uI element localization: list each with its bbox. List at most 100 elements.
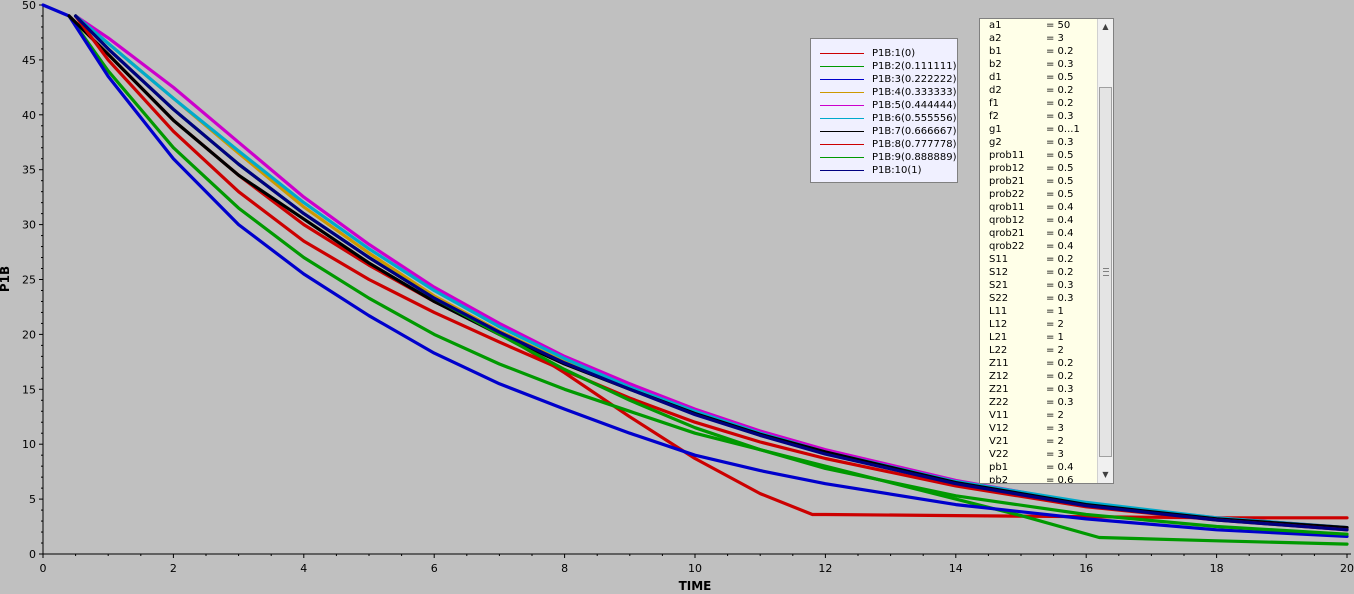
- parameter-row: S11 = 0.2: [980, 253, 1098, 266]
- parameter-name: prob11: [989, 150, 1025, 161]
- legend-label: P1B:4(0.333333): [872, 87, 957, 98]
- legend-label: P1B:1(0): [872, 48, 916, 59]
- parameter-name: a2: [989, 33, 1002, 44]
- parameter-name: Z12: [989, 371, 1009, 382]
- parameter-value: = 2: [1046, 436, 1064, 447]
- parameter-row: S12 = 0.2: [980, 266, 1098, 279]
- parameter-value: = 0.2: [1046, 358, 1074, 369]
- parameter-name: prob22: [989, 189, 1025, 200]
- parameter-name: pb1: [989, 462, 1009, 473]
- parameter-row: qrob22 = 0.4: [980, 240, 1098, 253]
- legend-entry: P1B:5(0.444444): [811, 99, 957, 112]
- parameter-value: = 0.3: [1046, 59, 1074, 70]
- parameter-value: = 0...1: [1046, 124, 1080, 135]
- series-line-6: [73, 14, 1349, 530]
- parameter-name: f1: [989, 98, 999, 109]
- parameter-value: = 0.3: [1046, 111, 1074, 122]
- series-line-3: [41, 3, 1349, 539]
- parameter-name: qrob11: [989, 202, 1025, 213]
- parameter-name: qrob21: [989, 228, 1025, 239]
- parameter-row: L22 = 2: [980, 344, 1098, 357]
- parameter-value: = 0.5: [1046, 176, 1074, 187]
- parameter-value: = 2: [1046, 319, 1064, 330]
- parameter-name: V11: [989, 410, 1009, 421]
- x-tick-label: 8: [561, 562, 568, 575]
- legend-swatch: [820, 157, 864, 158]
- series-line-4: [73, 14, 1349, 531]
- x-axis-title: TIME: [679, 579, 712, 593]
- parameter-name: qrob12: [989, 215, 1025, 226]
- legend-entry: P1B:9(0.888889): [811, 151, 957, 164]
- y-tick-label: 20: [22, 328, 36, 341]
- parameter-row: L12 = 2: [980, 318, 1098, 331]
- parameter-row: a2 = 3: [980, 32, 1098, 45]
- parameter-name: L12: [989, 319, 1008, 330]
- parameter-value: = 0.2: [1046, 371, 1074, 382]
- series-line-5: [73, 14, 1349, 530]
- parameter-row: Z12 = 0.2: [980, 370, 1098, 383]
- legend-label: P1B:8(0.777778): [872, 139, 957, 150]
- legend-entry: P1B:3(0.222222): [811, 73, 957, 86]
- series-line-8: [73, 14, 1349, 532]
- x-tick-label: 2: [170, 562, 177, 575]
- parameter-value: = 0.2: [1046, 98, 1074, 109]
- x-tick-label: 12: [818, 562, 832, 575]
- scroll-thumb[interactable]: [1099, 87, 1112, 457]
- parameter-name: L22: [989, 345, 1008, 356]
- parameter-name: S22: [989, 293, 1009, 304]
- parameter-row: b2 = 0.3: [980, 58, 1098, 71]
- parameter-row: b1 = 0.2: [980, 45, 1098, 58]
- y-axis-title: P1B: [0, 266, 12, 292]
- parameter-row: prob12 = 0.5: [980, 162, 1098, 175]
- parameter-scrollbar[interactable]: ▲ ▼: [1097, 19, 1113, 483]
- scroll-up-arrow-icon[interactable]: ▲: [1102, 22, 1109, 31]
- parameter-name: S12: [989, 267, 1009, 278]
- legend-entry: P1B:2(0.111111): [811, 60, 957, 73]
- parameter-name: V22: [989, 449, 1009, 460]
- parameter-row: prob11 = 0.5: [980, 149, 1098, 162]
- parameter-row: S22 = 0.3: [980, 292, 1098, 305]
- legend-swatch: [820, 144, 864, 145]
- parameter-value: = 0.5: [1046, 150, 1074, 161]
- y-tick-label: 15: [22, 383, 36, 396]
- parameter-name: prob12: [989, 163, 1025, 174]
- parameter-row: V12 = 3: [980, 422, 1098, 435]
- parameter-panel[interactable]: a1 = 50 a2 = 3 b1 = 0.2 b2 = 0.3 d1 = 0.5 d2 = 0.2 f…: [979, 18, 1114, 484]
- parameter-value: = 3: [1046, 449, 1064, 460]
- series-line-2: [67, 14, 1349, 546]
- parameter-value: = 3: [1046, 423, 1064, 434]
- parameter-row: d1 = 0.5: [980, 71, 1098, 84]
- legend-label: P1B:2(0.111111): [872, 61, 957, 72]
- parameter-row: V11 = 2: [980, 409, 1098, 422]
- parameter-list: a1 = 50 a2 = 3 b1 = 0.2 b2 = 0.3 d1 = 0.5 d2 = 0.2 f…: [980, 19, 1098, 483]
- parameter-row: qrob21 = 0.4: [980, 227, 1098, 240]
- parameter-name: b1: [989, 46, 1002, 57]
- parameter-value: = 0.3: [1046, 280, 1074, 291]
- y-tick-label: 0: [29, 548, 36, 561]
- parameter-value: = 2: [1046, 345, 1064, 356]
- y-tick-label: 50: [22, 0, 36, 12]
- y-tick-label: 25: [22, 274, 36, 287]
- parameter-row: V21 = 2: [980, 435, 1098, 448]
- legend-label: P1B:3(0.222222): [872, 74, 957, 85]
- x-tick-label: 6: [431, 562, 438, 575]
- parameter-row: d2 = 0.2: [980, 84, 1098, 97]
- grip-icon: [1103, 268, 1109, 276]
- parameter-row: f1 = 0.2: [980, 97, 1098, 110]
- series-layer: [41, 3, 1349, 546]
- parameter-row: S21 = 0.3: [980, 279, 1098, 292]
- series-line-9: [73, 14, 1349, 536]
- parameter-name: L11: [989, 306, 1008, 317]
- parameter-value: = 0.4: [1046, 462, 1074, 473]
- x-tick-label: 14: [949, 562, 963, 575]
- parameter-value: = 0.4: [1046, 215, 1074, 226]
- parameter-name: g1: [989, 124, 1002, 135]
- scroll-down-arrow-icon[interactable]: ▼: [1102, 470, 1109, 479]
- y-tick-label: 5: [29, 493, 36, 506]
- parameter-value: = 0.2: [1046, 254, 1074, 265]
- parameter-row: g2 = 0.3: [980, 136, 1098, 149]
- legend-entry: P1B:4(0.333333): [811, 86, 957, 99]
- parameter-value: = 0.5: [1046, 163, 1074, 174]
- parameter-name: S11: [989, 254, 1009, 265]
